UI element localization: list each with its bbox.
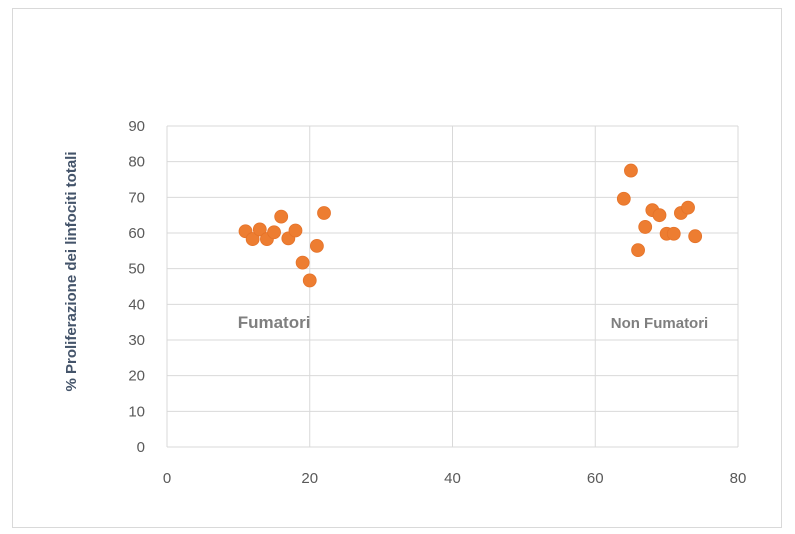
chart-frame xyxy=(12,8,782,528)
x-tick-label: 80 xyxy=(730,470,747,487)
annotations: Fumatori Non Fumatori xyxy=(238,313,709,332)
annotation-label: Non Fumatori xyxy=(611,315,709,332)
data-points xyxy=(238,163,703,288)
data-point xyxy=(688,229,703,244)
data-point xyxy=(681,200,695,215)
y-axis-ticks: 0 10 20 30 40 50 60 70 80 90 xyxy=(128,118,145,456)
data-point xyxy=(631,243,645,258)
data-point xyxy=(624,163,638,178)
annotation-label: Fumatori xyxy=(238,313,311,332)
data-point xyxy=(295,255,310,270)
data-point xyxy=(245,232,260,246)
y-tick-label: 30 xyxy=(128,332,145,349)
data-point xyxy=(252,222,267,237)
y-tick-label: 10 xyxy=(128,403,145,420)
data-point xyxy=(288,223,303,238)
data-point xyxy=(652,208,667,223)
y-tick-label: 20 xyxy=(128,368,145,385)
x-tick-label: 60 xyxy=(587,470,604,487)
data-point xyxy=(317,206,331,220)
data-point xyxy=(638,220,653,234)
y-tick-label: 0 xyxy=(137,439,145,456)
y-tick-label: 60 xyxy=(128,225,145,242)
data-point xyxy=(309,238,324,253)
y-tick-label: 40 xyxy=(128,296,145,313)
y-tick-label: 90 xyxy=(128,118,145,135)
data-point xyxy=(302,273,317,288)
x-tick-label: 20 xyxy=(301,470,318,487)
data-point xyxy=(267,225,281,240)
data-point xyxy=(616,191,631,206)
y-tick-label: 50 xyxy=(128,261,145,278)
data-point xyxy=(274,209,289,224)
y-tick-label: 80 xyxy=(128,154,145,171)
grid-lines xyxy=(166,125,739,448)
x-axis-ticks: 0 20 40 60 80 xyxy=(163,470,747,487)
y-axis-label: % Proliferazione dei linfociti totali xyxy=(63,151,80,391)
y-tick-label: 70 xyxy=(128,189,145,206)
x-tick-label: 40 xyxy=(444,470,461,487)
data-point xyxy=(666,226,681,241)
x-tick-label: 0 xyxy=(163,470,171,487)
